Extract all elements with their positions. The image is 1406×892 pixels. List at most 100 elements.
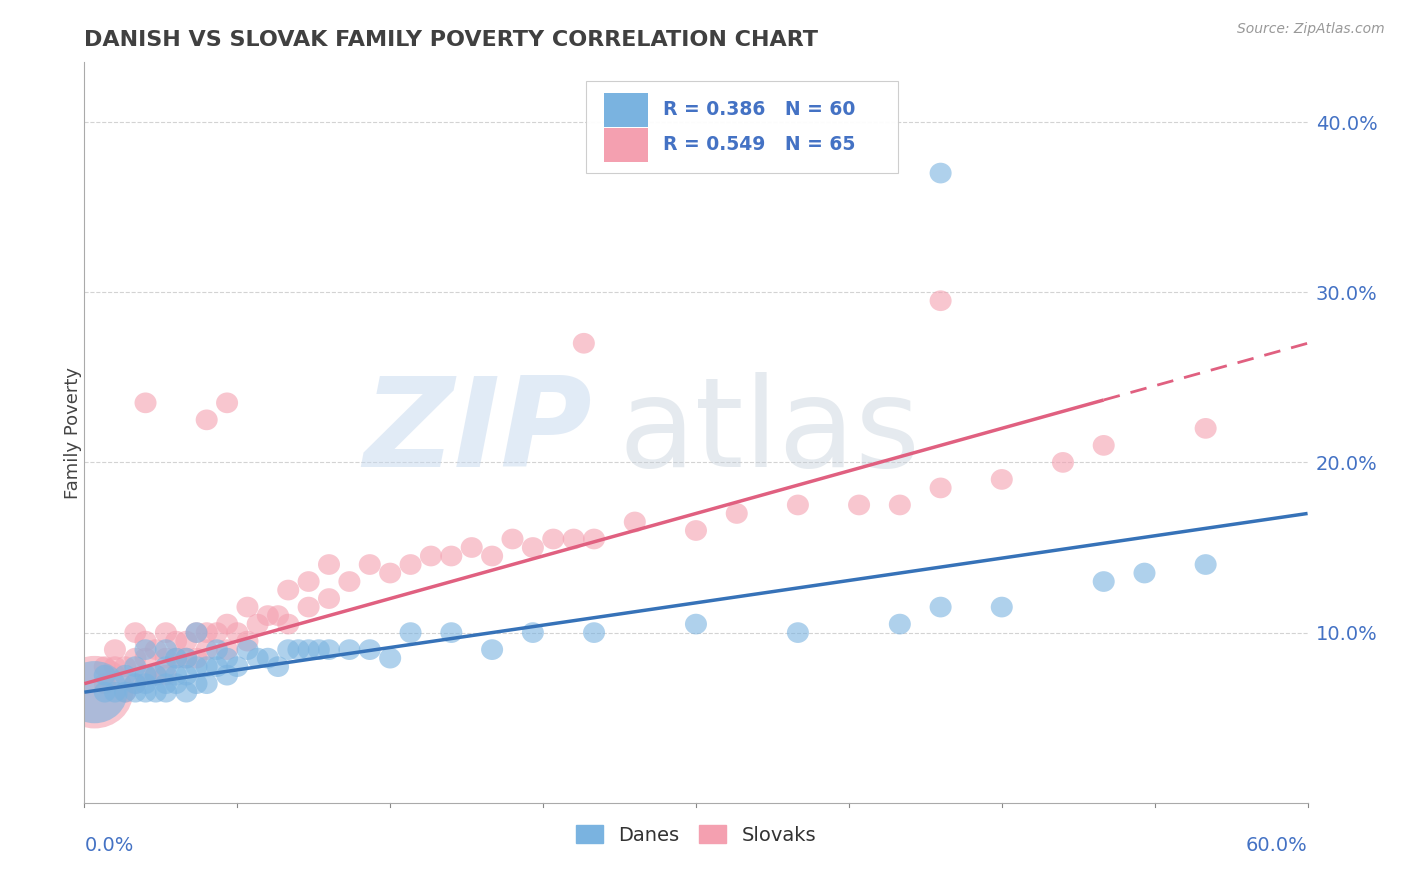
Ellipse shape: [562, 529, 585, 549]
Ellipse shape: [155, 640, 177, 660]
Ellipse shape: [298, 597, 319, 617]
Ellipse shape: [522, 537, 544, 558]
Ellipse shape: [176, 665, 197, 686]
Ellipse shape: [56, 656, 134, 729]
Text: ZIP: ZIP: [363, 372, 592, 493]
Ellipse shape: [124, 673, 146, 694]
Ellipse shape: [359, 640, 381, 660]
Ellipse shape: [318, 554, 340, 574]
Ellipse shape: [929, 597, 952, 617]
Ellipse shape: [217, 392, 238, 413]
Ellipse shape: [155, 673, 177, 694]
Ellipse shape: [267, 657, 290, 677]
Ellipse shape: [461, 537, 482, 558]
Ellipse shape: [104, 681, 127, 703]
Ellipse shape: [522, 623, 544, 643]
Ellipse shape: [186, 657, 208, 677]
Ellipse shape: [380, 648, 401, 668]
Ellipse shape: [481, 640, 503, 660]
Ellipse shape: [195, 640, 218, 660]
Ellipse shape: [399, 623, 422, 643]
FancyBboxPatch shape: [605, 128, 648, 162]
Ellipse shape: [787, 623, 808, 643]
Ellipse shape: [195, 409, 218, 430]
Ellipse shape: [145, 665, 167, 686]
Ellipse shape: [929, 162, 952, 184]
Ellipse shape: [277, 640, 299, 660]
Ellipse shape: [114, 681, 136, 703]
Ellipse shape: [135, 640, 156, 660]
Text: Source: ZipAtlas.com: Source: ZipAtlas.com: [1237, 22, 1385, 37]
Text: R = 0.549   N = 65: R = 0.549 N = 65: [664, 135, 855, 154]
Ellipse shape: [124, 673, 146, 694]
Ellipse shape: [267, 605, 290, 626]
Ellipse shape: [165, 673, 187, 694]
Ellipse shape: [195, 623, 218, 643]
Ellipse shape: [217, 648, 238, 668]
Ellipse shape: [104, 657, 127, 677]
Ellipse shape: [318, 588, 340, 609]
Ellipse shape: [339, 571, 360, 592]
Text: atlas: atlas: [619, 372, 921, 493]
Ellipse shape: [155, 648, 177, 668]
Ellipse shape: [725, 503, 748, 524]
Ellipse shape: [991, 469, 1012, 490]
Ellipse shape: [135, 631, 156, 651]
Text: 60.0%: 60.0%: [1246, 836, 1308, 855]
Ellipse shape: [287, 640, 309, 660]
Ellipse shape: [1195, 554, 1216, 574]
Ellipse shape: [543, 529, 564, 549]
Ellipse shape: [359, 554, 381, 574]
Ellipse shape: [848, 494, 870, 516]
Ellipse shape: [308, 640, 330, 660]
Ellipse shape: [155, 681, 177, 703]
Ellipse shape: [176, 681, 197, 703]
Ellipse shape: [145, 640, 167, 660]
Ellipse shape: [176, 631, 197, 651]
Ellipse shape: [236, 640, 259, 660]
Ellipse shape: [155, 623, 177, 643]
Ellipse shape: [186, 623, 208, 643]
Ellipse shape: [277, 614, 299, 634]
Ellipse shape: [124, 681, 146, 703]
Ellipse shape: [94, 673, 115, 694]
Ellipse shape: [124, 657, 146, 677]
Ellipse shape: [226, 623, 249, 643]
Ellipse shape: [145, 681, 167, 703]
Ellipse shape: [124, 648, 146, 668]
Ellipse shape: [155, 665, 177, 686]
Ellipse shape: [246, 614, 269, 634]
Ellipse shape: [114, 681, 136, 703]
Ellipse shape: [135, 665, 156, 686]
Ellipse shape: [399, 554, 422, 574]
Ellipse shape: [583, 623, 605, 643]
FancyBboxPatch shape: [605, 93, 648, 127]
Ellipse shape: [205, 657, 228, 677]
Ellipse shape: [205, 640, 228, 660]
Ellipse shape: [176, 648, 197, 668]
Ellipse shape: [1052, 452, 1074, 473]
Ellipse shape: [114, 665, 136, 686]
Ellipse shape: [165, 648, 187, 668]
Ellipse shape: [165, 631, 187, 651]
Ellipse shape: [624, 512, 645, 533]
Ellipse shape: [1092, 435, 1115, 456]
Ellipse shape: [135, 648, 156, 668]
Ellipse shape: [176, 648, 197, 668]
Ellipse shape: [195, 673, 218, 694]
Ellipse shape: [94, 657, 115, 677]
Ellipse shape: [481, 546, 503, 566]
Ellipse shape: [380, 563, 401, 583]
Ellipse shape: [62, 661, 128, 723]
Ellipse shape: [889, 494, 911, 516]
Ellipse shape: [257, 605, 278, 626]
Ellipse shape: [1092, 571, 1115, 592]
Ellipse shape: [155, 657, 177, 677]
Ellipse shape: [205, 623, 228, 643]
Ellipse shape: [145, 665, 167, 686]
Ellipse shape: [991, 597, 1012, 617]
Ellipse shape: [186, 623, 208, 643]
Ellipse shape: [236, 597, 259, 617]
Ellipse shape: [298, 640, 319, 660]
Ellipse shape: [186, 648, 208, 668]
